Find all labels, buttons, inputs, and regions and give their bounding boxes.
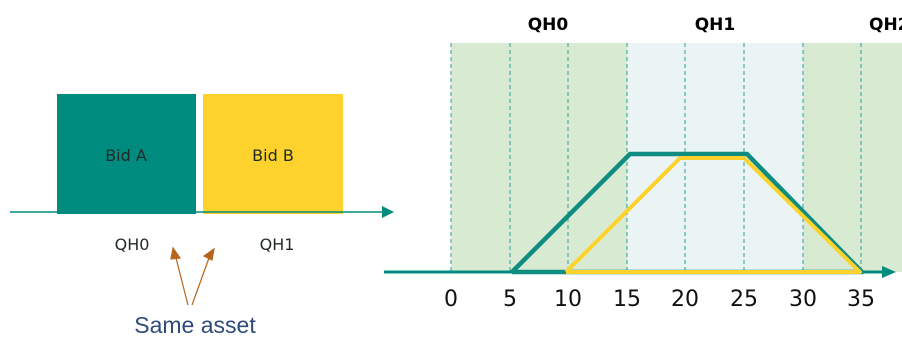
right-axis-arrowhead (882, 266, 896, 278)
bid-timeline-panel: Bid A Bid B QH0 QH1 Same asset (10, 94, 394, 338)
qh1-top-label: QH1 (695, 15, 736, 35)
tick-15: 15 (613, 287, 641, 312)
quarter-hour-ramp-chart: QH0 QH1 QH2 0 5 10 15 20 25 30 35 (384, 15, 902, 312)
tick-labels: 0 5 10 15 20 25 30 35 (444, 287, 875, 312)
tick-30: 30 (789, 287, 817, 312)
arrow-to-qh1 (191, 257, 210, 306)
bid-a-label: Bid A (105, 146, 147, 165)
tick-35: 35 (847, 287, 875, 312)
yellow-bid-profile (564, 156, 862, 274)
left-axis-arrowhead (382, 206, 394, 218)
qh2-top-label: QH2 (869, 15, 902, 35)
arrow-to-qh0-head (170, 246, 182, 260)
tick-25: 25 (730, 287, 758, 312)
tick-5: 5 (503, 287, 517, 312)
arrow-to-qh1-head (202, 247, 215, 261)
arrow-to-qh0 (175, 257, 189, 306)
same-asset-caption: Same asset (134, 312, 256, 338)
tick-0: 0 (444, 287, 458, 312)
tick-10: 10 (554, 287, 582, 312)
qh0-band (451, 43, 627, 272)
left-qh0-label: QH0 (115, 235, 150, 254)
same-asset-arrows (170, 246, 215, 306)
qh2-band (803, 43, 902, 272)
qh0-top-label: QH0 (528, 15, 569, 35)
bid-b-label: Bid B (252, 146, 294, 165)
bid-a-block (57, 94, 196, 214)
bid-b-block (203, 94, 343, 214)
left-qh1-label: QH1 (260, 235, 295, 254)
tick-20: 20 (671, 287, 699, 312)
